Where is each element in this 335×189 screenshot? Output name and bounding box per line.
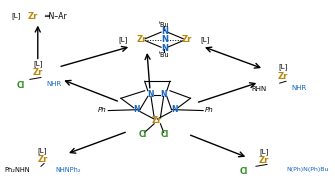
Text: N: N [161, 27, 168, 36]
Text: ═N–Ar: ═N–Ar [44, 12, 67, 21]
Text: Cl: Cl [239, 167, 248, 177]
Text: [L]: [L] [11, 13, 20, 19]
Text: Zr: Zr [32, 68, 43, 77]
Text: N: N [172, 105, 178, 114]
Text: N: N [160, 90, 167, 99]
Text: N: N [161, 44, 168, 53]
Text: Zr: Zr [278, 72, 288, 81]
Text: [L]: [L] [38, 147, 47, 154]
Text: Ph₂NHN: Ph₂NHN [4, 167, 30, 173]
Text: N: N [148, 90, 154, 99]
Text: ᵗBu: ᵗBu [159, 52, 170, 58]
Text: Zr: Zr [259, 156, 269, 165]
Text: NHR: NHR [291, 85, 306, 91]
Text: Cl: Cl [139, 130, 147, 139]
Text: N(Ph)N(Ph)Bu: N(Ph)N(Ph)Bu [286, 167, 329, 172]
Text: Zr: Zr [152, 116, 162, 125]
Text: [L]: [L] [201, 36, 210, 43]
Text: Zr: Zr [137, 35, 147, 44]
Text: ᵗBu: ᵗBu [159, 22, 170, 28]
Text: [L]: [L] [119, 36, 128, 43]
Text: Ph: Ph [97, 107, 106, 113]
Text: Cl: Cl [161, 130, 169, 139]
Text: [L]: [L] [33, 60, 43, 67]
Text: Zr: Zr [37, 155, 48, 164]
Text: NHNPh₂: NHNPh₂ [55, 167, 81, 173]
Text: [L]: [L] [278, 64, 287, 70]
Text: Zr: Zr [181, 35, 192, 44]
Text: Ph: Ph [205, 107, 214, 113]
Text: [L]: [L] [259, 148, 269, 155]
Text: RHN: RHN [252, 86, 267, 92]
Text: N: N [133, 105, 140, 114]
Text: Zr: Zr [28, 12, 38, 21]
Text: N: N [161, 35, 168, 44]
Text: NHR: NHR [46, 81, 61, 87]
Text: Cl: Cl [16, 81, 24, 90]
